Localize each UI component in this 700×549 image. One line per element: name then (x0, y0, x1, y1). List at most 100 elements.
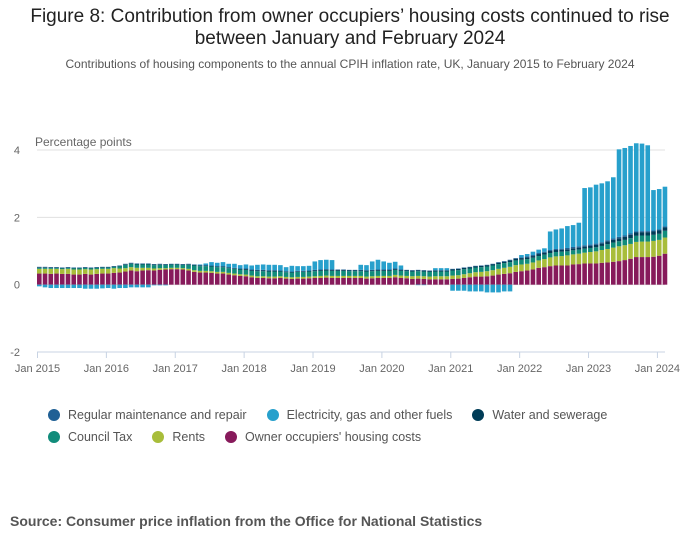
bar-segment[interactable] (255, 277, 260, 285)
bar-segment[interactable] (169, 264, 174, 265)
bar-segment[interactable] (59, 273, 65, 285)
bar-segment[interactable] (415, 275, 421, 279)
bar-segment[interactable] (616, 236, 622, 239)
bar-segment[interactable] (191, 264, 197, 266)
bar-segment[interactable] (542, 251, 547, 253)
bar-segment[interactable] (94, 267, 99, 268)
bar-segment[interactable] (71, 284, 77, 289)
bar-segment[interactable] (547, 253, 553, 258)
bar-segment[interactable] (547, 249, 553, 251)
bar-segment[interactable] (226, 263, 232, 268)
bar-segment[interactable] (209, 271, 214, 273)
bar-segment[interactable] (48, 273, 54, 285)
bar-segment[interactable] (237, 275, 243, 285)
bar-segment[interactable] (306, 270, 312, 272)
bar-segment[interactable] (157, 263, 163, 265)
bar-segment[interactable] (174, 263, 180, 265)
bar-segment[interactable] (266, 271, 272, 277)
bar-segment[interactable] (306, 278, 312, 285)
bar-segment[interactable] (611, 242, 616, 248)
bar-segment[interactable] (123, 264, 128, 269)
bar-segment[interactable] (651, 231, 656, 235)
bar-segment[interactable] (59, 268, 65, 270)
bar-segment[interactable] (54, 273, 59, 285)
bar-segment[interactable] (312, 276, 318, 278)
bar-segment[interactable] (169, 267, 174, 270)
bar-segment[interactable] (478, 271, 484, 277)
bar-segment[interactable] (392, 261, 398, 269)
bar-segment[interactable] (341, 270, 346, 276)
bar-segment[interactable] (151, 264, 157, 265)
bar-segment[interactable] (128, 263, 134, 268)
bar-segment[interactable] (151, 268, 157, 271)
bar-segment[interactable] (209, 272, 214, 285)
bar-segment[interactable] (226, 267, 232, 269)
bar-segment[interactable] (496, 274, 501, 285)
bar-segment[interactable] (214, 262, 220, 267)
bar-segment[interactable] (524, 270, 530, 285)
bar-segment[interactable] (599, 183, 605, 243)
bar-segment[interactable] (220, 271, 226, 274)
bar-segment[interactable] (461, 274, 467, 278)
bar-segment[interactable] (461, 269, 467, 275)
bar-segment[interactable] (565, 255, 570, 266)
bar-segment[interactable] (278, 270, 283, 272)
bar-segment[interactable] (599, 249, 605, 263)
bar-segment[interactable] (48, 268, 54, 274)
bar-segment[interactable] (576, 249, 582, 254)
bar-segment[interactable] (628, 238, 633, 244)
bar-segment[interactable] (519, 255, 524, 258)
bar-segment[interactable] (450, 278, 455, 285)
bar-segment[interactable] (364, 270, 369, 271)
bar-segment[interactable] (467, 284, 473, 292)
bar-segment[interactable] (530, 255, 536, 257)
bar-segment[interactable] (111, 272, 117, 285)
bar-segment[interactable] (220, 266, 226, 268)
bar-segment[interactable] (496, 268, 501, 275)
bar-segment[interactable] (358, 277, 364, 285)
bar-segment[interactable] (496, 262, 501, 265)
bar-segment[interactable] (628, 145, 633, 234)
bar-segment[interactable] (490, 264, 496, 266)
bar-segment[interactable] (134, 271, 140, 285)
bar-segment[interactable] (77, 274, 82, 285)
bar-segment[interactable] (111, 266, 117, 267)
bar-segment[interactable] (553, 249, 559, 253)
bar-segment[interactable] (278, 277, 283, 285)
bar-segment[interactable] (214, 271, 220, 274)
bar-segment[interactable] (530, 256, 536, 258)
bar-segment[interactable] (519, 257, 524, 259)
bar-segment[interactable] (318, 269, 323, 271)
bar-segment[interactable] (301, 278, 306, 285)
bar-segment[interactable] (381, 275, 386, 278)
bar-segment[interactable] (392, 268, 398, 270)
bar-segment[interactable] (662, 230, 668, 238)
bar-segment[interactable] (324, 275, 329, 278)
bar-segment[interactable] (582, 188, 587, 246)
bar-segment[interactable] (266, 276, 272, 279)
bar-segment[interactable] (100, 267, 105, 269)
bar-segment[interactable] (490, 284, 496, 293)
bar-segment[interactable] (59, 269, 65, 274)
bar-segment[interactable] (438, 268, 444, 271)
bar-segment[interactable] (94, 269, 99, 274)
bar-segment[interactable] (651, 234, 656, 241)
bar-segment[interactable] (633, 235, 639, 242)
bar-segment[interactable] (82, 269, 88, 274)
bar-segment[interactable] (530, 257, 536, 263)
bar-segment[interactable] (329, 269, 335, 271)
bar-segment[interactable] (616, 261, 622, 285)
bar-segment[interactable] (42, 267, 48, 269)
bar-segment[interactable] (174, 264, 180, 265)
bar-segment[interactable] (186, 270, 191, 285)
bar-segment[interactable] (232, 268, 237, 269)
bar-segment[interactable] (524, 263, 530, 271)
bar-segment[interactable] (536, 256, 541, 261)
bar-segment[interactable] (209, 265, 214, 267)
bar-segment[interactable] (364, 265, 369, 271)
bar-segment[interactable] (478, 276, 484, 285)
bar-segment[interactable] (611, 261, 616, 285)
bar-segment[interactable] (105, 273, 111, 285)
bar-segment[interactable] (605, 241, 610, 245)
bar-segment[interactable] (318, 260, 323, 270)
